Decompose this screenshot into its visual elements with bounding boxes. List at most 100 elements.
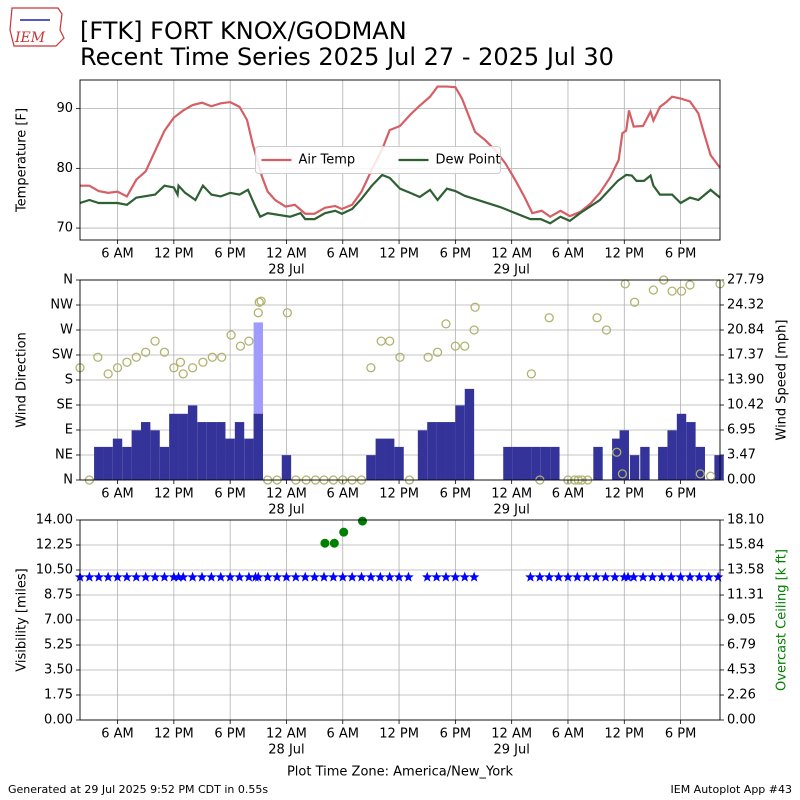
star-marker: [694, 571, 705, 582]
circle-marker: [131, 352, 141, 362]
x-tick-label: 12 PM: [379, 487, 419, 502]
star-marker: [647, 571, 658, 582]
y2-tick-label: 6.95: [727, 422, 756, 437]
bar: [234, 422, 245, 480]
plot-frame: [79, 79, 721, 241]
dot-marker: [339, 527, 349, 537]
x-tick-label: 6 AM: [101, 727, 134, 742]
circle-marker: [617, 469, 628, 479]
star-marker: [299, 571, 311, 582]
circle-marker: [423, 352, 433, 362]
x-tick-label: 6 AM: [552, 487, 585, 502]
x-tick-label: 12 PM: [379, 247, 419, 262]
star-marker: [318, 571, 330, 582]
bar: [112, 438, 123, 480]
y-tick-label: 10.50: [36, 563, 73, 578]
y2-tick-label: 18.10: [727, 513, 764, 528]
y2-axis-label: Overcast Ceiling [k ft]: [775, 549, 790, 691]
circle-marker: [112, 363, 123, 373]
y-tick-label: S: [65, 373, 73, 388]
y-axis-label: Visibility [miles]: [15, 568, 30, 671]
circle-marker: [282, 308, 293, 318]
star-marker: [93, 571, 104, 582]
star-marker: [609, 571, 621, 582]
chart-subtitle: Recent Time Series 2025 Jul 27 - 2025 Ju…: [80, 43, 614, 71]
star-marker: [543, 571, 555, 582]
y-tick-label: N: [63, 473, 73, 488]
bar: [512, 446, 522, 480]
bar: [197, 422, 207, 480]
star-marker: [356, 571, 367, 582]
bar: [503, 446, 513, 480]
x-tick-label: 6 AM: [326, 247, 359, 262]
bar: [455, 405, 465, 480]
bar: [417, 430, 428, 480]
bar: [540, 446, 551, 480]
bar: [94, 446, 104, 480]
y2-axis-label: Wind Speed [mph]: [775, 320, 790, 441]
bar: [253, 322, 263, 480]
circle-marker: [93, 352, 103, 362]
circle-marker: [198, 357, 208, 367]
circle-marker: [705, 471, 716, 481]
y2-tick-label: 4.53: [727, 662, 756, 677]
x-tick-label: 6 PM: [440, 487, 471, 502]
star-marker: [206, 571, 217, 582]
star-marker: [346, 571, 358, 582]
bar: [521, 446, 532, 480]
star-marker: [703, 571, 714, 582]
star-marker: [572, 571, 583, 582]
circle-marker: [695, 469, 705, 479]
star-marker: [665, 571, 677, 582]
bar: [225, 438, 235, 480]
y2-tick-label: 2.26: [727, 688, 756, 703]
chart-title: [FTK] FORT KNOX/GODMAN: [80, 17, 407, 45]
dot-marker: [357, 516, 367, 526]
star-marker: [450, 571, 461, 582]
y2-tick-label: 17.37: [727, 347, 764, 362]
circle-marker: [254, 297, 264, 307]
star-marker: [253, 571, 264, 582]
bar: [593, 446, 603, 480]
star-marker: [224, 571, 236, 582]
x-tick-label: 6 PM: [214, 247, 245, 262]
star-marker: [234, 571, 245, 582]
bar: [619, 430, 629, 480]
bar: [253, 413, 263, 480]
bar: [695, 446, 705, 480]
star-marker: [168, 571, 180, 582]
star-marker: [619, 571, 630, 582]
star-marker: [375, 571, 386, 582]
circle-marker: [432, 347, 443, 357]
circle-marker: [122, 357, 132, 367]
y2-tick-label: 13.58: [727, 562, 764, 577]
logo: IEM: [9, 7, 65, 47]
x-tick-label: 12 PM: [604, 247, 644, 262]
bar: [445, 422, 456, 480]
star-marker: [159, 571, 170, 582]
bar: [244, 438, 254, 480]
y2-tick-label: 13.90: [727, 372, 764, 387]
circle-marker: [169, 363, 179, 373]
bar: [436, 422, 446, 480]
circle-marker: [469, 325, 479, 335]
bar: [629, 455, 640, 480]
y-tick-label: N: [63, 273, 73, 288]
star-marker: [656, 571, 668, 582]
x-tick-label: 12 PM: [154, 247, 194, 262]
star-marker: [177, 571, 189, 582]
bar: [206, 422, 217, 480]
circle-marker: [460, 341, 470, 351]
circle-marker: [470, 302, 480, 312]
bar: [676, 413, 687, 480]
circle-marker: [150, 336, 160, 346]
circle-marker: [592, 313, 602, 323]
bar: [384, 438, 395, 480]
bar: [550, 446, 560, 480]
y-tick-label: 1.75: [44, 688, 73, 703]
star-marker: [309, 571, 320, 582]
